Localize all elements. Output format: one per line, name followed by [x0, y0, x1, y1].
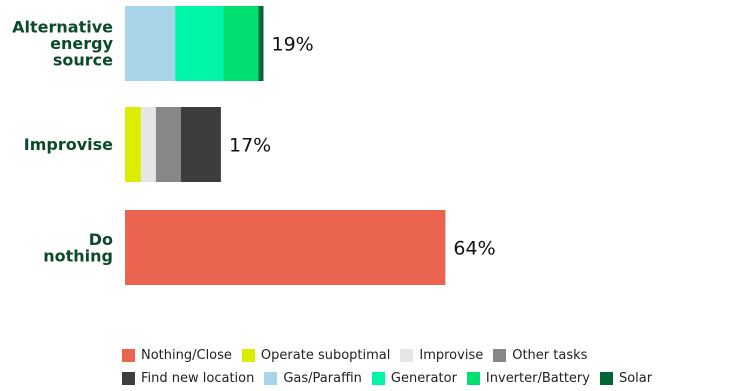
legend-item-inverter-battery: Inverter/Battery — [466, 371, 590, 386]
category-label: Improvise — [24, 135, 113, 154]
category-label: source — [53, 51, 113, 70]
legend-label: Generator — [390, 371, 457, 386]
legend-label: Inverter/Battery — [485, 371, 590, 386]
legend-item-solar: Solar — [599, 371, 653, 386]
legend-swatch — [241, 349, 255, 362]
category-label: energy — [50, 34, 113, 53]
bar-segment-operate-suboptimal — [125, 107, 141, 182]
legend-row: Find new location Gas/Paraffin Generator In… — [122, 368, 722, 389]
bar-segment-solar — [258, 6, 264, 81]
legend-swatch — [466, 372, 480, 385]
legend-swatch — [493, 349, 507, 362]
bar-segment-generator — [175, 6, 224, 81]
category-label: Alternative — [12, 18, 113, 37]
legend-label: Gas/Paraffin — [283, 371, 362, 386]
category-label: Do — [89, 230, 113, 249]
legend-item-gas-paraffin: Gas/Paraffin — [264, 371, 362, 386]
legend-swatch — [122, 372, 135, 385]
bar-segment-find-new-location — [180, 107, 221, 182]
chart-legend: Nothing/Close Operate suboptimal Improvise… — [122, 345, 722, 391]
legend-swatch — [599, 372, 613, 385]
legend-label: Nothing/Close — [141, 348, 232, 363]
category-label: nothing — [43, 246, 113, 265]
legend-item-find-new-location: Find new location — [122, 371, 254, 386]
legend-item-nothing-close: Nothing/Close — [122, 348, 232, 363]
legend-swatch — [400, 349, 414, 362]
legend-label: Improvise — [419, 348, 484, 363]
bar-segment-gas-paraffin — [125, 6, 176, 81]
legend-label: Solar — [618, 371, 653, 386]
legend-item-generator: Generator — [371, 371, 457, 386]
legend-item-other-tasks: Other tasks — [493, 348, 587, 363]
legend-swatch — [371, 372, 385, 385]
total-value-label: 17% — [229, 135, 271, 157]
bar-segment-nothing-close — [125, 210, 446, 285]
legend-item-operate-suboptimal: Operate suboptimal — [241, 348, 391, 363]
legend-row: Nothing/Close Operate suboptimal Improvise… — [122, 345, 722, 366]
legend-swatch — [264, 372, 278, 385]
bar-segment-inverter-battery — [223, 6, 259, 81]
legend-swatch — [122, 349, 135, 362]
legend-label: Other tasks — [512, 348, 588, 363]
legend-label: Operate suboptimal — [260, 348, 391, 363]
legend-item-improvise: Improvise — [400, 348, 483, 363]
legend-label: Find new location — [141, 371, 255, 386]
bar-segment-improvise — [140, 107, 156, 182]
bar-segment-other-tasks — [155, 107, 181, 182]
total-value-label: 64% — [453, 238, 495, 260]
total-value-label: 19% — [272, 34, 314, 56]
